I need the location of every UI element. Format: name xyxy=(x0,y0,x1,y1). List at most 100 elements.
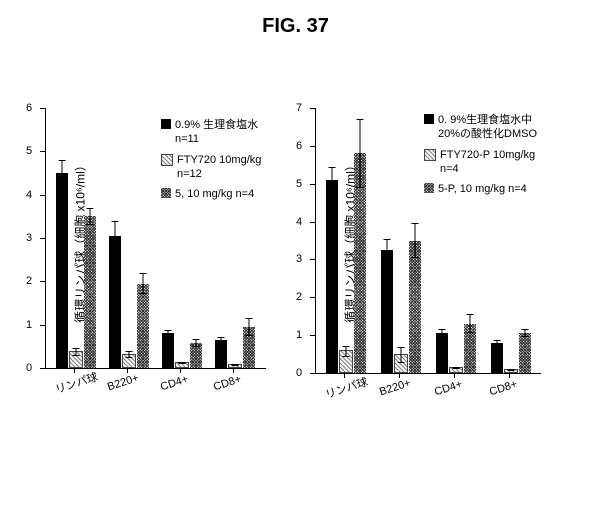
error-bar xyxy=(456,367,457,369)
y-tick-label: 1 xyxy=(26,319,32,331)
y-tick xyxy=(40,368,46,369)
error-bar xyxy=(115,221,116,251)
legend-swatch xyxy=(424,149,436,161)
bar xyxy=(491,343,503,373)
y-tick xyxy=(310,146,316,147)
bar xyxy=(162,333,174,368)
y-tick xyxy=(40,238,46,239)
y-tick-label: 0 xyxy=(26,362,32,374)
x-tick-label: B220+ xyxy=(106,372,140,393)
error-bar xyxy=(196,339,197,348)
x-tick xyxy=(454,373,455,378)
error-bar xyxy=(62,160,63,186)
y-tick-label: 6 xyxy=(26,102,32,114)
bar xyxy=(409,241,421,374)
error-bar xyxy=(90,208,91,225)
y-tick-label: 5 xyxy=(296,178,302,190)
error-bar xyxy=(525,329,526,337)
y-tick xyxy=(40,325,46,326)
bar-group xyxy=(436,324,477,373)
x-tick xyxy=(74,368,75,373)
bar xyxy=(449,367,463,373)
error-bar xyxy=(143,273,144,295)
legend: 0.9% 生理食塩水 n=11 FTY720 10mg/kg n=12 5, 10 … xyxy=(161,118,261,207)
figure-title: FIG. 37 xyxy=(10,15,581,38)
bar xyxy=(436,333,448,373)
legend-item: 0.9% 生理食塩水 n=11 xyxy=(161,118,261,147)
y-tick-label: 0 xyxy=(296,367,302,379)
y-tick-label: 2 xyxy=(296,291,302,303)
bar xyxy=(190,343,202,368)
legend-label: FTY720-P 10mg/kg n=4 xyxy=(440,148,535,177)
error-bar xyxy=(249,318,250,335)
x-tick-label: リンパ球 xyxy=(323,373,370,402)
bar-group xyxy=(162,333,203,368)
legend-swatch xyxy=(161,188,171,198)
legend-label: 0.9% 生理食塩水 n=11 xyxy=(175,118,258,147)
error-bar xyxy=(387,239,388,262)
x-tick xyxy=(399,373,400,378)
y-tick-label: 3 xyxy=(26,232,32,244)
legend-swatch xyxy=(424,183,434,193)
error-bar xyxy=(168,330,169,337)
y-tick xyxy=(40,195,46,196)
y-tick xyxy=(310,335,316,336)
bar xyxy=(137,284,149,369)
bar xyxy=(243,327,255,368)
bar xyxy=(339,350,353,373)
x-tick xyxy=(180,368,181,373)
x-tick xyxy=(344,373,345,378)
error-bar xyxy=(511,369,512,371)
error-bar xyxy=(360,119,361,187)
y-tick-label: 3 xyxy=(296,253,302,265)
y-tick xyxy=(310,108,316,109)
bar xyxy=(464,324,476,373)
y-tick xyxy=(40,281,46,282)
x-tick-label: CD8+ xyxy=(488,378,519,398)
bar xyxy=(69,351,83,368)
charts-row: 循環リンパ球（細胞 x10⁶/ml）0123456リンパ球B220+CD4+CD… xyxy=(10,108,581,374)
bar xyxy=(354,153,366,373)
x-tick-label: CD8+ xyxy=(212,373,243,393)
y-tick-label: 4 xyxy=(26,189,32,201)
plot-area: 01234567リンパ球B220+CD4+CD8+0. 9%生理食塩水中 20%… xyxy=(315,108,541,374)
bar xyxy=(84,216,96,368)
x-tick-label: CD4+ xyxy=(433,378,464,398)
error-bar xyxy=(470,314,471,333)
plot-area: 0123456リンパ球B220+CD4+CD8+0.9% 生理食塩水 n=11F… xyxy=(45,108,266,369)
error-bar xyxy=(332,167,333,194)
error-bar xyxy=(442,329,443,337)
y-tick-label: 1 xyxy=(296,329,302,341)
bar xyxy=(504,369,518,373)
error-bar xyxy=(401,347,402,362)
bar xyxy=(381,250,393,373)
legend-swatch xyxy=(424,114,434,124)
legend-label: FTY720 10mg/kg n=12 xyxy=(177,153,261,182)
y-tick-label: 5 xyxy=(26,145,32,157)
legend-item: FTY720 10mg/kg n=12 xyxy=(161,153,261,182)
bar xyxy=(122,354,136,368)
legend-item: 0. 9%生理食塩水中 20%の酸性化DMSO xyxy=(424,113,537,142)
y-tick xyxy=(310,297,316,298)
legend-label: 5, 10 mg/kg n=4 xyxy=(175,187,254,201)
x-tick-label: リンパ球 xyxy=(53,368,100,397)
y-tick xyxy=(310,259,316,260)
y-tick xyxy=(40,108,46,109)
y-tick xyxy=(310,184,316,185)
left-chart: 循環リンパ球（細胞 x10⁶/ml）0123456リンパ球B220+CD4+CD… xyxy=(10,108,270,374)
bar xyxy=(109,236,121,368)
y-tick-label: 2 xyxy=(26,275,32,287)
bar xyxy=(519,333,531,373)
y-tick-label: 7 xyxy=(296,102,302,114)
y-tick-label: 4 xyxy=(296,216,302,228)
x-tick-label: CD4+ xyxy=(159,373,190,393)
legend-label: 5-P, 10 mg/kg n=4 xyxy=(438,182,527,196)
bar-group xyxy=(326,153,367,373)
y-tick xyxy=(40,151,46,152)
bar xyxy=(394,354,408,373)
bar xyxy=(228,364,242,368)
error-bar xyxy=(346,346,347,357)
error-bar xyxy=(497,340,498,346)
legend-item: 5, 10 mg/kg n=4 xyxy=(161,187,261,201)
bar-group xyxy=(491,333,532,373)
